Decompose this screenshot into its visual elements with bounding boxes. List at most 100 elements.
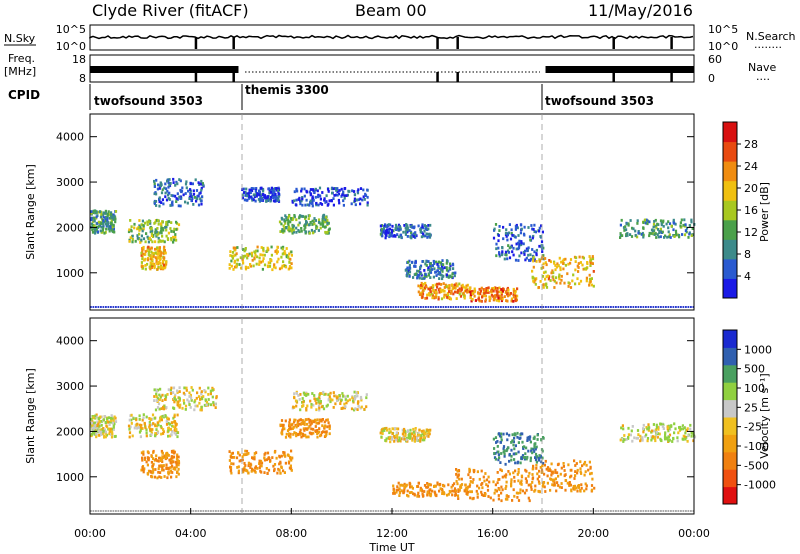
scatter-cell [158,475,161,479]
scatter-cell [154,408,158,412]
colorbar-frame [722,329,738,505]
scatter-cell [508,433,511,437]
scatter-cell [635,436,638,440]
colorbar-swatch [723,278,737,299]
near-range-cell [150,510,152,512]
scatter-cell [255,187,258,190]
scatter-cell [674,222,677,226]
scatter-cell [284,214,287,218]
scatter-cell [408,270,412,274]
scatter-cell [156,262,159,266]
scatter-cell [498,286,501,290]
scatter-cell [280,419,284,422]
scatter-cell [505,473,508,477]
scatter-cell [94,227,97,231]
scatter-cell [555,281,558,285]
scatter-cell [490,293,493,297]
scatter-cell [285,247,288,250]
scatter-cell [96,230,100,234]
scatter-cell [498,252,501,256]
scatter-cell [469,296,472,299]
scatter-cell [149,470,152,474]
scatter-cell [112,428,115,431]
scatter-cell [406,230,409,234]
scatter-cell [484,298,487,302]
scatter-cell [176,453,179,457]
scatter-cell [550,470,553,474]
scatter-cell [177,461,181,465]
scatter-cell [513,432,516,436]
scatter-cell [538,469,541,473]
scatter-cell [92,209,95,213]
scatter-cell [494,286,497,290]
near-range-cell [325,306,327,308]
scatter-cell [417,269,420,273]
scatter-cell [230,452,233,456]
near-range-cell [330,510,332,512]
scatter-cell [246,253,249,256]
scatter-cell [151,240,154,244]
near-range-cell [630,306,632,308]
scatter-cell [167,220,170,223]
scatter-cell [647,427,650,431]
scatter-cell [242,248,245,251]
scatter-cell [459,484,462,487]
near-range-cell [220,510,222,512]
scatter-cell [421,492,424,496]
scatter-cell [319,401,322,405]
scatter-cell [100,423,103,427]
scatter-cell [273,463,277,466]
scatter-cell [180,190,183,194]
scatter-cell [482,475,485,479]
scatter-cell [189,195,192,199]
scatter-cell [310,403,313,406]
scatter-cell [623,434,626,437]
scatter-cell [149,267,152,270]
freq-dropout-mark [670,72,673,82]
scatter-cell [395,225,398,229]
near-range-cell [620,306,622,308]
scatter-cell [436,282,439,286]
scatter-cell [421,292,425,296]
scatter-cell [328,432,331,436]
scatter-cell [185,386,188,390]
scatter-cell [285,226,288,230]
near-range-cell [560,510,562,512]
scatter-cell [327,397,330,401]
scatter-cell [158,464,161,468]
scatter-cell [440,283,443,286]
scatter-cell [576,264,579,268]
near-range-cell [535,306,537,308]
scatter-cell [423,490,426,493]
scatter-cell [106,216,109,220]
scatter-cell [293,420,296,424]
scatter-cell [474,299,477,302]
near-range-cell [90,510,92,512]
scatter-cell [161,198,164,202]
scatter-cell [430,286,433,289]
near-range-cell [227,306,230,308]
scatter-cell [409,435,412,439]
scatter-cell [546,474,549,478]
scatter-cell [379,431,382,435]
scatter-cell [165,234,168,238]
scatter-cell [447,296,450,300]
scatter-cell [331,398,334,402]
scatter-cell [278,220,282,224]
scatter-cell [443,293,446,297]
scatter-cell [494,457,497,461]
scatter-cell [139,429,142,432]
scatter-cell [323,220,327,224]
scatter-cell [342,406,345,410]
scatter-cell [158,252,161,255]
scatter-cell [277,257,280,261]
scatter-cell [468,287,471,291]
scatter-cell [572,273,575,277]
near-range-cell [375,510,377,512]
scatter-cell [510,299,513,303]
scatter-cell [243,468,246,472]
scatter-cell [301,397,304,400]
near-range-cell [675,510,677,512]
scatter-cell [419,267,422,271]
scatter-cell [319,400,322,403]
